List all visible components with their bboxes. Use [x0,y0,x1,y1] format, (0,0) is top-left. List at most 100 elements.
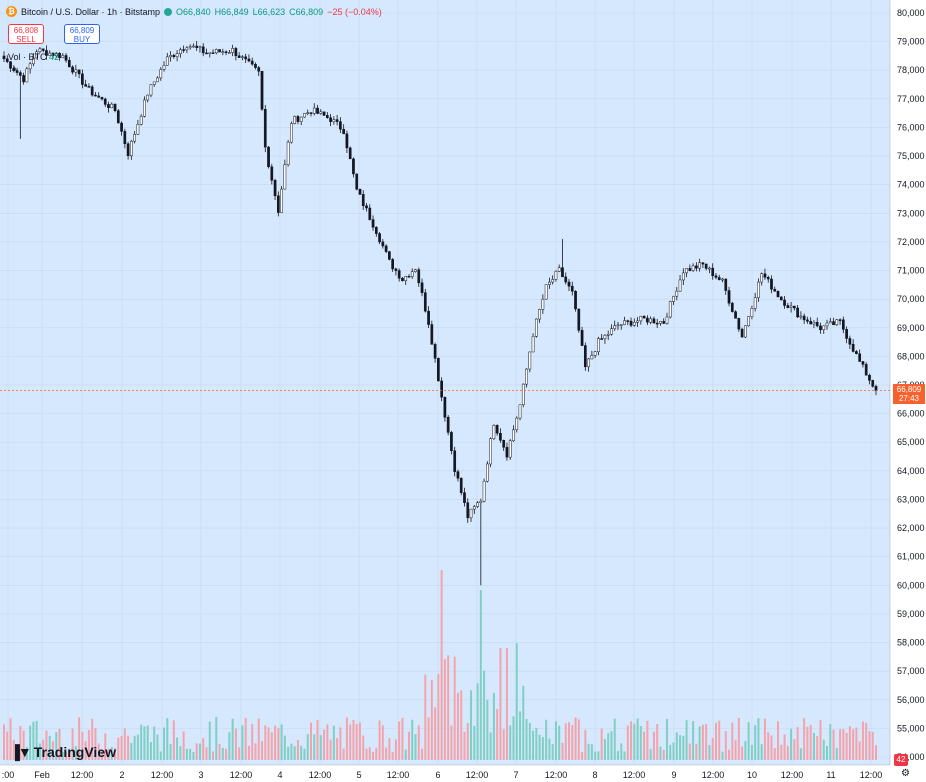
candle-body [688,268,692,271]
volume-bar [535,727,538,760]
candle-body [505,447,509,458]
candle-body [819,325,822,331]
volume-bar [218,744,221,760]
candle-body [22,75,25,83]
candle-body [646,317,649,323]
candle-body [747,316,750,327]
candle-body [188,46,192,49]
candle-body [766,277,770,280]
candle-body [156,77,159,83]
candle-body [227,52,231,54]
candle-body [103,98,107,105]
sell-button[interactable]: 66,808 SELL [8,24,44,44]
candle-body [642,316,646,319]
volume-bar [427,717,430,760]
volume-label: Vol · BTC [8,52,47,62]
volume-bar [525,719,528,760]
volume-bar [470,690,473,760]
volume-bar [816,736,819,760]
volume-bar [434,707,437,760]
time-tick-label: 12:00 [781,770,804,780]
volume-bar [450,725,453,760]
volume-bar [104,733,107,760]
settings-gear-icon[interactable]: ⚙ [901,768,910,779]
volume-bar [424,674,427,760]
volume-bar [584,729,587,760]
candle-body [25,68,29,83]
volume-bar [326,724,329,760]
buy-price: 66,809 [69,26,95,35]
volume-bar [714,722,717,760]
volume-bar [803,718,806,760]
candle-body [378,233,381,243]
volume-bar [140,724,143,760]
candle-body [815,321,819,327]
price-tick-label: 61,000 [897,552,925,562]
candle-body [195,45,199,48]
candle-body [293,116,297,124]
volume-legend[interactable]: Vol · BTC 42 [8,52,59,62]
volume-bar [770,735,773,760]
chart-pane[interactable] [0,0,890,765]
alerts-badge[interactable]: 42 [894,754,908,766]
candle-body [391,259,394,270]
volume-bar [114,748,117,760]
candle-body [175,53,179,57]
candle-body [440,380,443,398]
price-tick-label: 68,000 [897,351,925,361]
price-tick-label: 74,000 [897,180,925,190]
volume-bar [169,743,172,760]
volume-bar [750,744,753,760]
volume-bar [78,717,81,760]
volume-bar [378,720,381,760]
time-axis[interactable] [0,765,890,782]
time-tick-label: 12:00 [71,770,94,780]
volume-bar [274,725,277,760]
volume-bar [754,725,757,760]
volume-bar [241,725,244,760]
tradingview-logo[interactable]: ▐▼ TradingView [10,744,116,760]
time-tick-label: 6 [435,770,440,780]
candle-body [832,321,835,326]
market-status-icon[interactable] [164,7,173,16]
price-tick-label: 75,000 [897,151,925,161]
symbol-legend[interactable]: ₿ Bitcoin / U.S. Dollar · 1h · Bitstamp … [6,6,382,17]
candle-body [97,95,101,98]
candle-body [87,86,91,88]
volume-bar [581,751,584,760]
volume-bar [473,725,476,760]
volume-bar [466,723,469,760]
volume-bar [120,735,123,760]
candle-body [270,166,274,181]
collapse-chevron-icon[interactable]: ^ [12,66,17,77]
time-tick-label: :00 [2,770,15,780]
candle-body [525,368,528,385]
candle-body [557,267,561,272]
volume-bar [460,690,463,760]
candle-body [113,103,117,111]
buy-button[interactable]: 66,809 BUY [64,24,100,44]
candle-body [120,122,123,132]
volume-bar [32,721,35,760]
candle-body [303,113,306,118]
candle-body [169,55,172,58]
time-tick-label: 12:00 [387,770,410,780]
candle-body [74,69,78,73]
candle-body [433,344,437,359]
candle-body [760,273,764,283]
volume-bar [19,725,22,760]
symbol-title[interactable]: Bitcoin / U.S. Dollar · 1h · Bitstamp [21,6,161,17]
candle-body [443,396,447,418]
time-tick-label: 12:00 [702,770,725,780]
volume-bar [600,728,603,760]
volume-bar [270,732,273,760]
candle-body [502,440,506,448]
candle-body [130,140,133,157]
volume-bar [407,731,410,760]
volume-bar [136,734,139,760]
volume-bar [509,725,512,760]
volume-bar [522,685,525,760]
candle-body [306,112,310,114]
price-tick-label: 62,000 [897,523,925,533]
